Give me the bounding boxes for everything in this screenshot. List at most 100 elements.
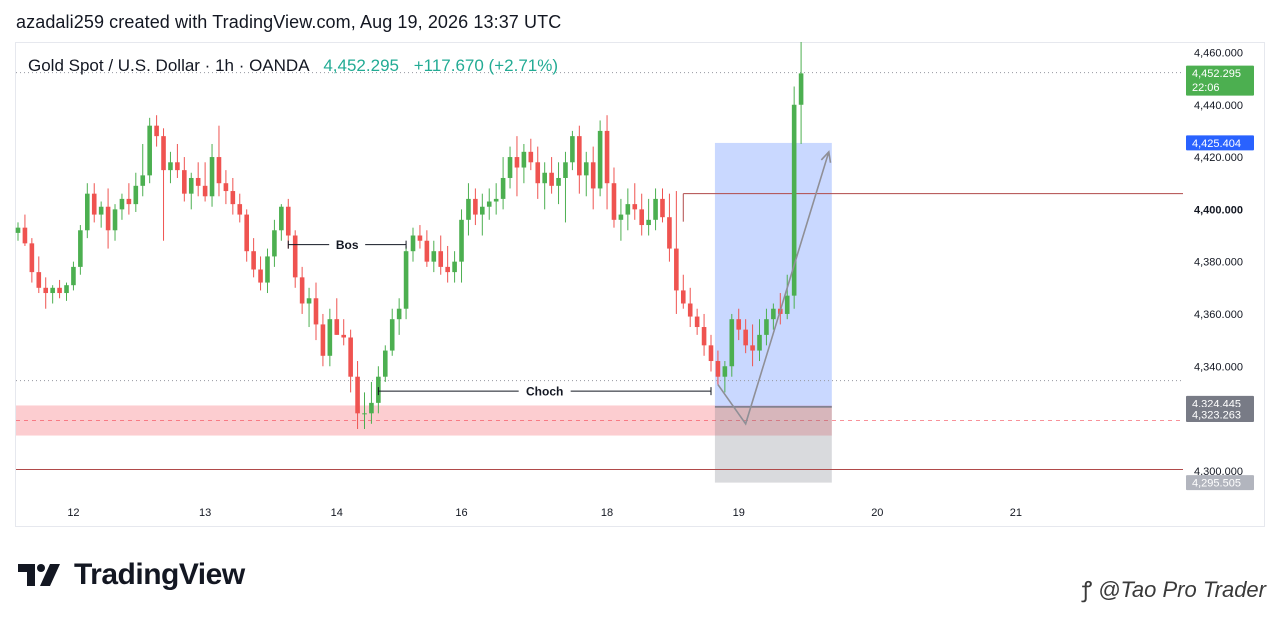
candle[interactable] (680, 274, 686, 309)
candle[interactable] (272, 219, 277, 267)
candle[interactable] (71, 261, 76, 291)
candle[interactable] (244, 209, 249, 262)
candle[interactable] (29, 238, 35, 283)
candle[interactable] (216, 125, 222, 197)
candle[interactable] (355, 361, 360, 430)
candle[interactable] (175, 143, 180, 178)
candle[interactable] (424, 230, 430, 267)
chart-frame[interactable] (15, 42, 1265, 527)
candle[interactable] (91, 183, 97, 223)
candle[interactable] (285, 198, 291, 249)
candle[interactable] (535, 146, 541, 199)
candle[interactable] (674, 191, 679, 314)
candle[interactable] (556, 162, 561, 205)
candle[interactable] (188, 172, 194, 210)
candle[interactable] (729, 313, 735, 377)
candle[interactable] (195, 162, 201, 197)
candle[interactable] (798, 42, 804, 144)
candle[interactable] (701, 313, 707, 356)
candle[interactable] (237, 193, 243, 223)
candle[interactable] (78, 225, 83, 275)
candle[interactable] (590, 146, 596, 210)
candle[interactable] (452, 251, 457, 283)
candle[interactable] (597, 120, 603, 197)
candle[interactable] (327, 308, 333, 367)
candle[interactable] (507, 146, 513, 189)
candle[interactable] (105, 188, 111, 249)
candle[interactable] (750, 324, 755, 367)
candle[interactable] (514, 136, 520, 197)
candle[interactable] (320, 313, 326, 367)
candle[interactable] (369, 381, 374, 424)
candle[interactable] (64, 282, 69, 301)
candle[interactable] (348, 329, 353, 393)
candle[interactable] (85, 183, 90, 239)
candle[interactable] (306, 287, 312, 328)
candle[interactable] (667, 193, 672, 262)
candle[interactable] (466, 183, 471, 236)
candle[interactable] (161, 128, 166, 241)
candle[interactable] (299, 266, 305, 314)
candle[interactable] (50, 285, 55, 304)
candle[interactable] (583, 151, 589, 197)
candle[interactable] (660, 188, 665, 223)
candle[interactable] (334, 298, 340, 335)
candle[interactable] (764, 308, 769, 346)
candle[interactable] (542, 162, 547, 210)
candle[interactable] (694, 308, 700, 335)
candle[interactable] (119, 193, 125, 220)
candle[interactable] (791, 86, 797, 309)
candle[interactable] (382, 345, 388, 382)
candle[interactable] (563, 151, 568, 223)
candle[interactable] (389, 308, 395, 356)
candle[interactable] (708, 334, 714, 372)
candle[interactable] (480, 193, 485, 236)
candle[interactable] (223, 170, 229, 205)
candle[interactable] (258, 256, 263, 291)
candle[interactable] (154, 115, 159, 147)
candle[interactable] (22, 214, 28, 246)
candle[interactable] (715, 350, 721, 385)
candle[interactable] (98, 201, 104, 228)
candle[interactable] (646, 198, 651, 236)
candle[interactable] (396, 298, 402, 335)
candle[interactable] (313, 282, 319, 341)
candle[interactable] (251, 238, 256, 278)
candle[interactable] (743, 319, 748, 354)
chart-legend[interactable]: Gold Spot / U.S. Dollar · 1h · OANDA 4,4… (28, 56, 558, 76)
candle[interactable] (459, 209, 464, 283)
candle[interactable] (403, 245, 409, 320)
candle[interactable] (126, 183, 132, 215)
candle[interactable] (410, 227, 416, 262)
candle[interactable] (639, 193, 644, 236)
candle[interactable] (632, 183, 638, 220)
candle[interactable] (528, 138, 534, 171)
candle[interactable] (611, 167, 617, 228)
candle[interactable] (431, 240, 437, 273)
candle[interactable] (521, 143, 527, 184)
candle[interactable] (36, 256, 42, 294)
candle[interactable] (722, 361, 728, 393)
candle[interactable] (493, 183, 499, 215)
candle[interactable] (140, 143, 146, 197)
candle[interactable] (784, 274, 790, 320)
candle[interactable] (209, 143, 215, 207)
candle[interactable] (486, 188, 492, 220)
candle[interactable] (43, 277, 49, 309)
candle[interactable] (112, 204, 118, 241)
candle[interactable] (133, 172, 139, 212)
candle[interactable] (625, 188, 631, 231)
candle[interactable] (604, 115, 610, 210)
candle[interactable] (182, 157, 187, 202)
candle[interactable] (15, 222, 21, 241)
candle[interactable] (362, 392, 367, 430)
candle[interactable] (265, 248, 270, 294)
candle[interactable] (341, 319, 347, 346)
candle[interactable] (757, 319, 762, 362)
candle[interactable] (279, 204, 284, 241)
candle[interactable] (230, 177, 236, 215)
candle[interactable] (445, 245, 450, 283)
candle[interactable] (687, 287, 693, 328)
candle[interactable] (202, 162, 208, 202)
